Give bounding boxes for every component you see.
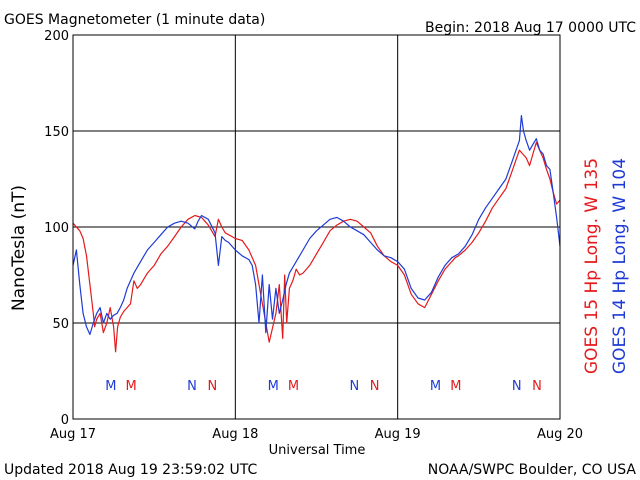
x-tick-label: Aug 17 [50, 427, 96, 442]
midnight-marker: M [268, 379, 279, 394]
noon-marker: N [207, 379, 217, 394]
begin-timestamp: Begin: 2018 Aug 17 0000 UTC [425, 20, 636, 36]
x-tick-label: Aug 20 [537, 427, 583, 442]
legend-goes14: GOES 14 Hp Long. W 104 [610, 158, 630, 374]
midnight-marker: M [450, 379, 461, 394]
midnight-marker: M [126, 379, 137, 394]
y-tick-label: 50 [52, 317, 69, 332]
updated-timestamp: Updated 2018 Aug 19 23:59:02 UTC [4, 462, 257, 478]
x-axis-label: Universal Time [269, 443, 366, 458]
series-line-goes15 [72, 141, 561, 353]
x-tick-labels: Aug 17 Aug 18 Aug 19 Aug 20 [50, 427, 583, 442]
chart-title: GOES Magnetometer (1 minute data) [4, 12, 265, 28]
x-tick-label: Aug 19 [375, 427, 421, 442]
y-tick-label: 0 [61, 413, 69, 428]
legend-goes15: GOES 15 Hp Long. W 135 [582, 158, 602, 374]
y-axis-label: NanoTesla (nT) [9, 185, 29, 311]
y-tick-label: 200 [44, 29, 69, 44]
series-line-goes14 [72, 114, 561, 336]
midnight-marker: M [105, 379, 116, 394]
plot-frame [72, 34, 561, 420]
noon-marker: N [187, 379, 197, 394]
y-tick-label: 150 [44, 125, 69, 140]
noon-marker: N [350, 379, 360, 394]
midnight-marker: M [288, 379, 299, 394]
y-tick-label: 100 [44, 221, 69, 236]
credit-text: NOAA/SWPC Boulder, CO USA [428, 462, 637, 478]
series-lines [72, 114, 561, 353]
x-tick-label: Aug 18 [212, 427, 258, 442]
noon-marker: N [370, 379, 380, 394]
noon-marker: N [512, 379, 522, 394]
y-tick-labels: 0 50 100 150 200 [44, 29, 69, 428]
midnight-marker: M [430, 379, 441, 394]
noon-marker: N [532, 379, 542, 394]
grid [73, 35, 560, 419]
